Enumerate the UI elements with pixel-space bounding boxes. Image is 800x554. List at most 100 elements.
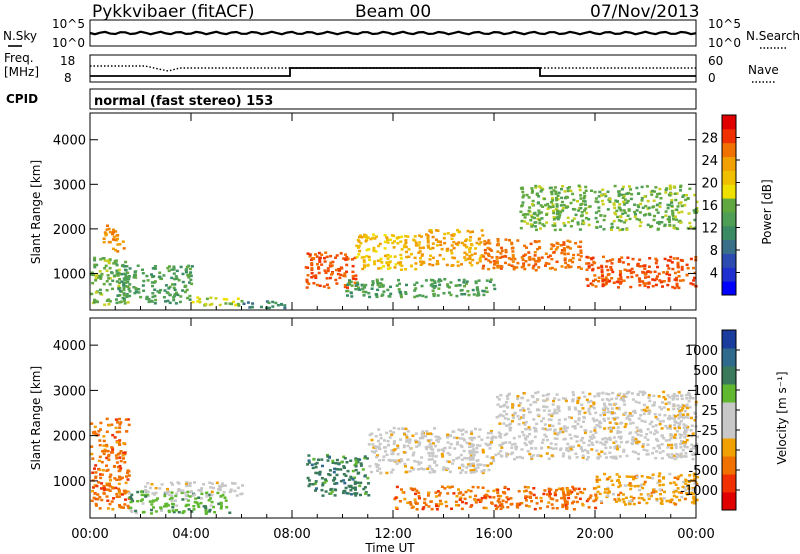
data-cell <box>665 187 669 190</box>
data-cell <box>389 292 393 296</box>
data-cell <box>481 289 485 293</box>
data-cell <box>312 282 316 285</box>
data-cell <box>375 455 379 459</box>
data-cell <box>179 295 183 298</box>
data-cell <box>524 260 528 263</box>
data-cell <box>494 453 498 457</box>
data-cell <box>204 512 208 515</box>
data-cell <box>537 266 541 269</box>
data-cell <box>542 417 545 420</box>
data-cell <box>562 426 566 430</box>
data-cell <box>484 493 488 497</box>
data-cell <box>418 241 422 244</box>
colorbar-segment <box>722 239 736 254</box>
data-cell <box>659 497 663 500</box>
data-cell <box>431 285 435 288</box>
data-cell <box>405 436 409 439</box>
data-cell <box>673 423 677 427</box>
data-cell <box>363 474 367 477</box>
data-cell <box>376 463 380 467</box>
data-cell <box>481 471 485 475</box>
data-cell <box>343 285 347 289</box>
data-cell <box>652 432 656 436</box>
data-cell <box>93 425 97 429</box>
data-cell <box>550 266 554 270</box>
data-cell <box>522 264 526 268</box>
data-cell <box>197 496 201 499</box>
data-cell <box>324 251 328 254</box>
data-cell <box>607 393 611 396</box>
data-cell <box>547 418 551 421</box>
data-cell <box>471 449 475 453</box>
data-cell <box>624 219 628 222</box>
data-cell <box>335 482 339 485</box>
data-cell <box>658 488 662 491</box>
data-cell <box>685 194 688 197</box>
data-cell <box>535 193 539 196</box>
data-cell <box>174 275 178 278</box>
data-cell <box>555 499 559 502</box>
data-cell <box>660 502 664 505</box>
data-cell <box>123 265 127 268</box>
data-cell <box>186 296 190 300</box>
data-cell <box>476 291 480 294</box>
data-cell <box>618 475 622 478</box>
data-cell <box>630 414 634 417</box>
data-cell <box>98 274 102 278</box>
data-cell <box>400 268 403 271</box>
data-cell <box>448 453 452 456</box>
data-cell <box>462 449 466 453</box>
data-cell <box>115 301 119 305</box>
data-cell <box>380 283 384 286</box>
data-cell <box>463 256 467 259</box>
data-cell <box>406 501 410 505</box>
data-cell <box>328 276 332 280</box>
data-cell <box>646 223 650 227</box>
data-cell <box>136 264 140 267</box>
data-cell <box>530 225 534 228</box>
data-cell <box>669 416 673 420</box>
data-cell <box>98 291 102 295</box>
data-cell <box>633 215 637 219</box>
data-cell <box>125 275 129 279</box>
data-cell <box>618 270 622 273</box>
data-cell <box>310 263 314 267</box>
data-cell <box>529 442 533 445</box>
data-cell <box>511 451 515 454</box>
data-cell <box>460 463 464 467</box>
data-cell <box>457 504 461 507</box>
data-cell <box>577 245 581 248</box>
data-cell <box>568 259 572 262</box>
data-cell <box>448 486 452 489</box>
data-cell <box>134 290 138 294</box>
data-cell <box>450 244 454 247</box>
data-cell <box>582 415 586 419</box>
data-cell <box>666 283 670 287</box>
data-cell <box>670 199 674 202</box>
colorbar-segment <box>722 267 736 282</box>
data-cell <box>305 279 309 282</box>
data-cell <box>96 493 100 496</box>
data-cell <box>518 417 522 421</box>
data-cell <box>360 284 364 287</box>
data-cell <box>613 184 617 188</box>
data-cell <box>188 484 192 488</box>
data-cell <box>170 494 174 497</box>
data-cell <box>440 485 444 488</box>
data-cell <box>619 440 623 444</box>
data-cell <box>437 494 441 497</box>
data-cell <box>324 479 328 483</box>
data-cell <box>671 211 675 215</box>
data-cell <box>212 505 215 509</box>
data-cell <box>132 276 136 279</box>
data-cell <box>579 206 583 210</box>
data-cell <box>373 262 377 266</box>
data-cell <box>572 489 576 492</box>
data-cell <box>679 409 683 412</box>
data-cell <box>228 511 232 514</box>
data-cell <box>91 457 95 460</box>
data-cell <box>478 444 482 447</box>
colorbar-tick-label: 4 <box>710 267 718 282</box>
data-cell <box>663 414 667 417</box>
data-cell <box>419 260 423 263</box>
